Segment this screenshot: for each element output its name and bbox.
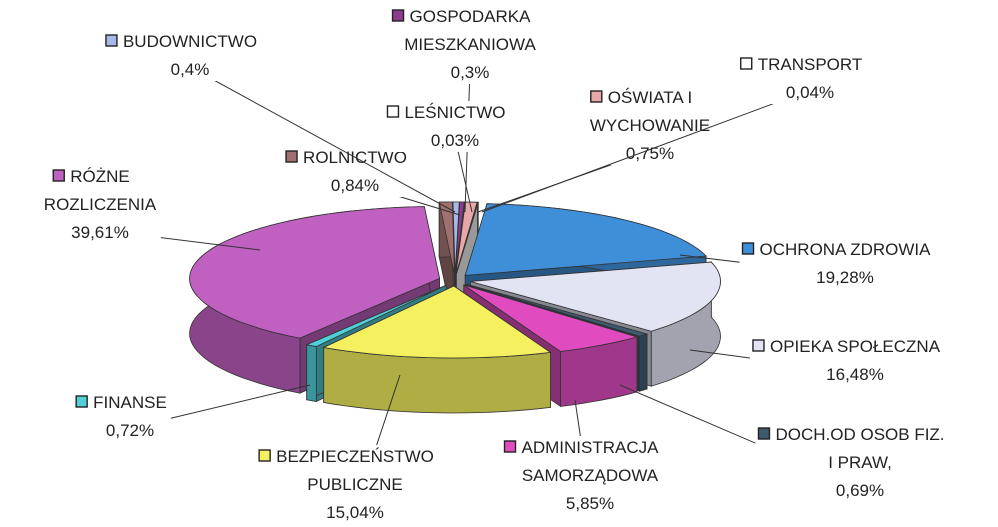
label-bg — [749, 335, 945, 386]
category-label: RÓŻNE ROZLICZENIA — [44, 167, 157, 214]
legend-swatch — [757, 427, 771, 440]
value-label: 0,72% — [106, 421, 154, 440]
slice-side — [639, 333, 648, 392]
legend-swatch — [503, 440, 517, 453]
category-label: DOCH.OD OSOB FIZ. I PRAW, — [775, 425, 944, 472]
category-label: ADMINISTRACJA SAMORZĄDOWA — [522, 438, 660, 485]
category-label: OŚWIATA I WYCHOWANIE — [590, 88, 710, 135]
category-line: GOSPODARKA — [410, 7, 532, 26]
slice — [470, 261, 721, 332]
slice — [322, 285, 552, 359]
category-label: OCHRONA ZDROWIA — [760, 240, 932, 259]
label-bg — [73, 391, 171, 442]
category-line: BEZPIECZEŃSTWO — [276, 447, 434, 466]
slice — [189, 206, 441, 339]
label-bg — [23, 165, 161, 244]
category-line: OPIEKA SPOŁECZNA — [770, 337, 941, 356]
category-label: GOSPODARKA MIESZKANIOWA — [404, 7, 536, 54]
label-bg — [501, 436, 664, 515]
value-label: 39,61% — [71, 223, 129, 242]
label-bg — [755, 423, 949, 502]
category-line: DOCH.OD OSOB FIZ. — [775, 425, 944, 444]
category-label: BUDOWNICTWO — [123, 32, 257, 51]
label-bg — [739, 238, 936, 289]
legend-swatch — [391, 9, 405, 22]
legend-swatch — [258, 449, 271, 462]
category-line: I PRAW, — [828, 453, 892, 472]
category-line: ADMINISTRACJA — [522, 438, 660, 457]
legend-swatch — [740, 57, 753, 70]
legend-swatch — [75, 395, 88, 408]
slice — [305, 284, 447, 347]
slice-side — [306, 344, 317, 402]
value-label: 19,28% — [816, 268, 874, 287]
leader-line — [481, 89, 811, 213]
category-label: OPIEKA SPOŁECZNA — [770, 337, 941, 356]
label-bg — [256, 445, 438, 524]
slice — [463, 284, 639, 352]
label-bg — [384, 5, 541, 84]
category-line: LEŚNICTWO — [404, 103, 505, 122]
slice — [464, 203, 707, 276]
value-label: 0,04% — [786, 83, 834, 102]
label-bg — [384, 101, 510, 152]
category-label: TRANSPORT — [758, 55, 863, 74]
value-label: 15,04% — [326, 503, 384, 522]
legend-swatch — [386, 105, 400, 118]
legend-swatch — [52, 169, 65, 182]
category-line: OCHRONA ZDROWIA — [760, 240, 932, 259]
category-line: MIESZKANIOWA — [404, 35, 536, 54]
category-line: PUBLICZNE — [307, 475, 402, 494]
category-line: SAMORZĄDOWA — [522, 466, 659, 485]
value-label: 0,69% — [836, 481, 884, 500]
value-label: 5,85% — [566, 494, 614, 513]
value-label: 0,4% — [171, 60, 210, 79]
category-line: TRANSPORT — [758, 55, 863, 74]
category-line: BUDOWNICTWO — [123, 32, 257, 51]
slice — [438, 201, 455, 275]
category-line: ROZLICZENIA — [44, 195, 157, 214]
slice — [466, 283, 649, 337]
label-bg — [102, 30, 262, 81]
value-label: 0,84% — [331, 176, 379, 195]
label-bg — [737, 53, 867, 104]
category-line: WYCHOWANIE — [590, 116, 710, 135]
legend-swatch — [285, 150, 298, 163]
legend-swatch — [105, 34, 118, 47]
category-line: FINANSE — [93, 393, 167, 412]
leader-line — [189, 66, 456, 213]
label-bg — [283, 146, 411, 197]
value-label: 0,75% — [626, 144, 674, 163]
value-label: 16,48% — [826, 365, 884, 384]
value-label: 0,3% — [451, 63, 490, 82]
category-line: OŚWIATA I — [608, 88, 692, 107]
legend-swatch — [741, 242, 755, 255]
category-label: BEZPIECZEŃSTWO PUBLICZNE — [276, 447, 434, 494]
legend-swatch — [590, 90, 603, 103]
category-label: LEŚNICTWO — [404, 103, 505, 122]
category-line: RÓŻNE — [70, 167, 130, 186]
category-label: FINANSE — [93, 393, 167, 412]
slice — [456, 201, 479, 275]
value-label: 0,03% — [431, 131, 479, 150]
legend-swatch — [752, 339, 765, 352]
